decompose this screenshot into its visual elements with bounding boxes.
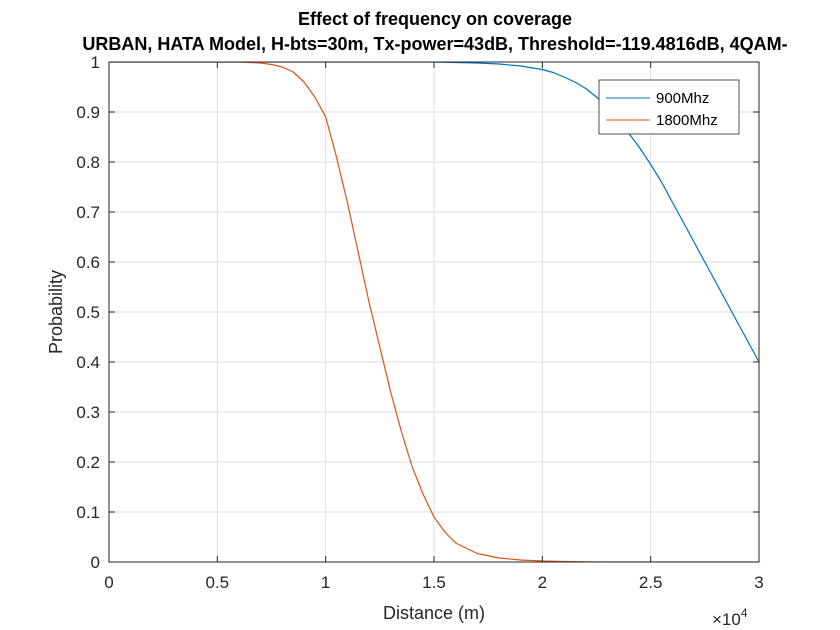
y-tick-label: 0.7	[76, 203, 100, 222]
y-tick-label: 0.4	[76, 353, 100, 372]
tick-marks	[108, 61, 760, 563]
y-tick-label: 0.2	[76, 453, 100, 472]
x-tick-label: 1.5	[422, 573, 446, 592]
x-tick-label: 1	[321, 573, 330, 592]
legend-label-1800mhz: 1800Mhz	[656, 112, 718, 129]
y-tick-label: 0.8	[76, 153, 100, 172]
x-tick-label: 0	[104, 573, 113, 592]
x-exponent-base: ×10	[712, 610, 741, 629]
series-line-1800mhz	[109, 62, 759, 562]
x-tick-label: 2	[538, 573, 547, 592]
y-tick-label: 1	[91, 53, 100, 72]
legend-box	[598, 79, 740, 135]
y-tick-label: 0.1	[76, 503, 100, 522]
y-tick-label: 0	[91, 553, 100, 572]
legend: 900Mhz 1800Mhz	[598, 79, 740, 135]
x-tick-label: 2.5	[639, 573, 663, 592]
x-tick-label: 3	[754, 573, 763, 592]
chart-title: Effect of frequency on coverage	[298, 9, 572, 29]
y-tick-label: 0.9	[76, 103, 100, 122]
tick-labels: 0 0.5 1 1.5 2 2.5 3 0 0.1 0.2 0.3 0.4 0.5 0.6 0.7 0.8 0.…	[76, 53, 763, 592]
chart-subtitle: URBAN, HATA Model, H-bts=30m, Tx-power=4…	[82, 34, 787, 54]
x-exponent-power: 4	[741, 606, 748, 620]
y-tick-label: 0.3	[76, 403, 100, 422]
y-axis-label: Probability	[46, 270, 66, 354]
x-tick-label: 0.5	[206, 573, 230, 592]
y-tick-label: 0.5	[76, 303, 100, 322]
legend-label-900mhz: 900Mhz	[656, 90, 709, 107]
x-exponent-label: ×104	[712, 606, 748, 629]
y-tick-label: 0.6	[76, 253, 100, 272]
x-axis-label: Distance (m)	[383, 603, 485, 623]
